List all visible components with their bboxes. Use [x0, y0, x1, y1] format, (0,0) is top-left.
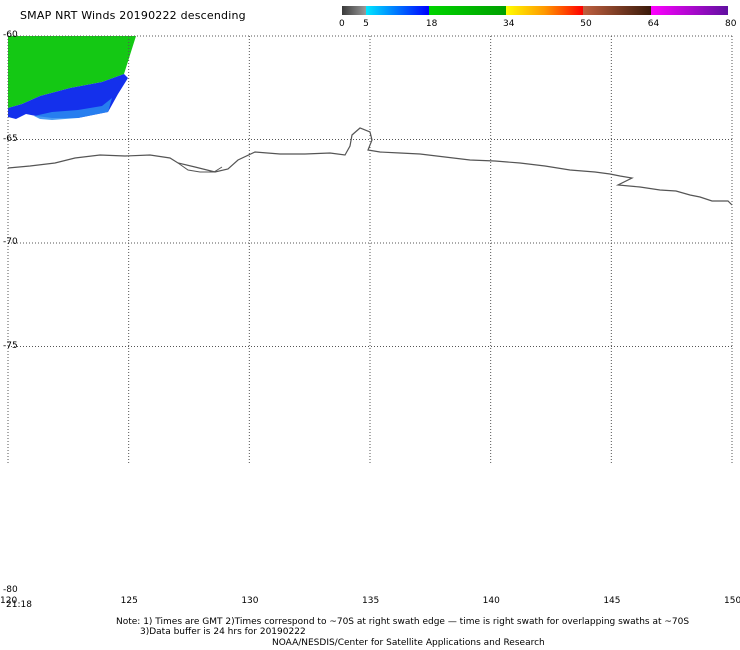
colorbar-label: 5: [363, 19, 369, 29]
colorbar-label: 18: [425, 19, 438, 29]
colorbar-segment: [342, 6, 367, 15]
colorbar-label: 64: [647, 19, 660, 29]
colorbar-segment: [583, 6, 651, 15]
colorbar-label: 0: [339, 19, 345, 29]
colorbar-segment: [650, 6, 728, 15]
wind-swath: [8, 36, 136, 120]
coastline-inlet: [177, 162, 223, 173]
colorbar-label: 80: [725, 19, 737, 29]
map-title: SMAP NRT Winds 20190222 descending: [20, 9, 246, 22]
antarctic-coastline: [7, 127, 733, 206]
colorbar: [342, 6, 728, 15]
note-line-2: 3)Data buffer is 24 hrs for 20190222: [140, 627, 306, 637]
longitude-tick-label: 130: [241, 596, 259, 606]
longitude-tick-label: 120: [0, 596, 18, 606]
swath-green: [8, 36, 136, 108]
colorbar-label: 50: [580, 19, 592, 29]
longitude-tick-label: 145: [603, 596, 621, 606]
swath-time-label: 21:18: [6, 600, 32, 610]
longitude-tick-label: 135: [362, 596, 380, 606]
longitude-tick-label: 150: [724, 596, 740, 606]
colorbar-segment: [506, 6, 584, 15]
colorbar-segment: [366, 6, 429, 15]
note-line-1: Note: 1) Times are GMT 2)Times correspon…: [116, 617, 690, 627]
graticule: [7, 35, 733, 464]
latitude-tick-label: -75: [3, 340, 18, 351]
longitude-tick-label: 140: [482, 596, 500, 606]
longitude-tick-label: 125: [120, 596, 138, 606]
latitude-tick-label: -65: [3, 133, 18, 144]
swath-blue-light: [34, 98, 112, 120]
note-line-3: NOAA/NESDIS/Center for Satellite Applica…: [272, 638, 545, 648]
colorbar-label: 34: [503, 19, 515, 29]
latitude-tick-label: -80: [3, 585, 18, 595]
latitude-tick-label: -60: [3, 30, 18, 40]
colorbar-segment: [428, 6, 507, 15]
latitude-tick-label: -70: [3, 237, 18, 247]
